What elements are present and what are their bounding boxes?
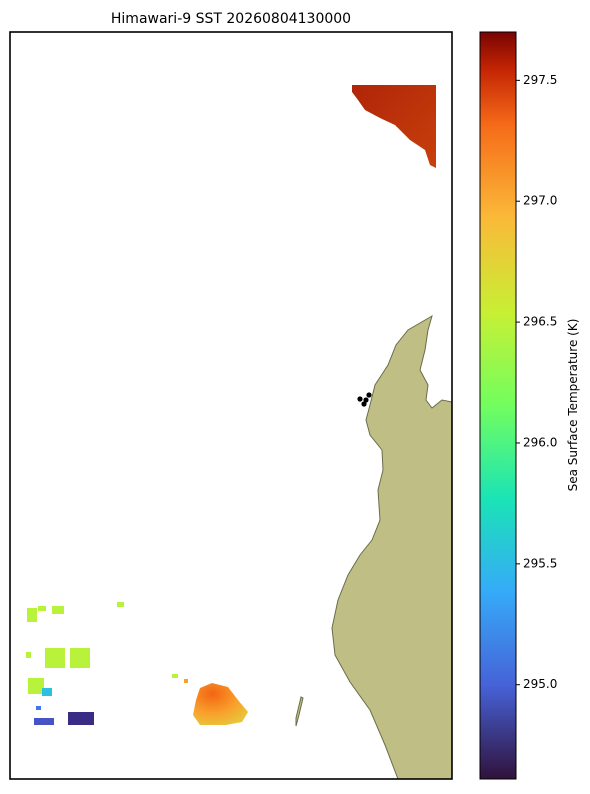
colorbar: Sea Surface Temperature (K) 295.0 295.5 29… bbox=[479, 31, 580, 780]
land bbox=[331, 314, 453, 780]
sst-patch bbox=[193, 683, 248, 725]
sst-patches bbox=[26, 602, 178, 694]
sst-patch bbox=[352, 85, 436, 168]
colorbar-tick-label: 296.0 bbox=[523, 435, 557, 449]
colorbar-tick-label: 295.5 bbox=[523, 556, 557, 570]
map-frame bbox=[9, 31, 453, 780]
map bbox=[9, 31, 453, 780]
colorbar-tick-label: 297.0 bbox=[523, 194, 557, 208]
colorbar-tick-label: 297.5 bbox=[523, 73, 557, 87]
colorbar-tick-label: 295.0 bbox=[523, 677, 557, 691]
island bbox=[295, 696, 304, 727]
colorbar-ramp bbox=[479, 31, 517, 780]
station-dots bbox=[357, 392, 372, 407]
colorbar-tick-label: 296.5 bbox=[523, 315, 557, 329]
map-title: Himawari-9 SST 20260804130000 bbox=[111, 11, 351, 27]
sst-patches bbox=[34, 679, 188, 725]
colorbar-label: Sea Surface Temperature (K) bbox=[566, 319, 580, 492]
